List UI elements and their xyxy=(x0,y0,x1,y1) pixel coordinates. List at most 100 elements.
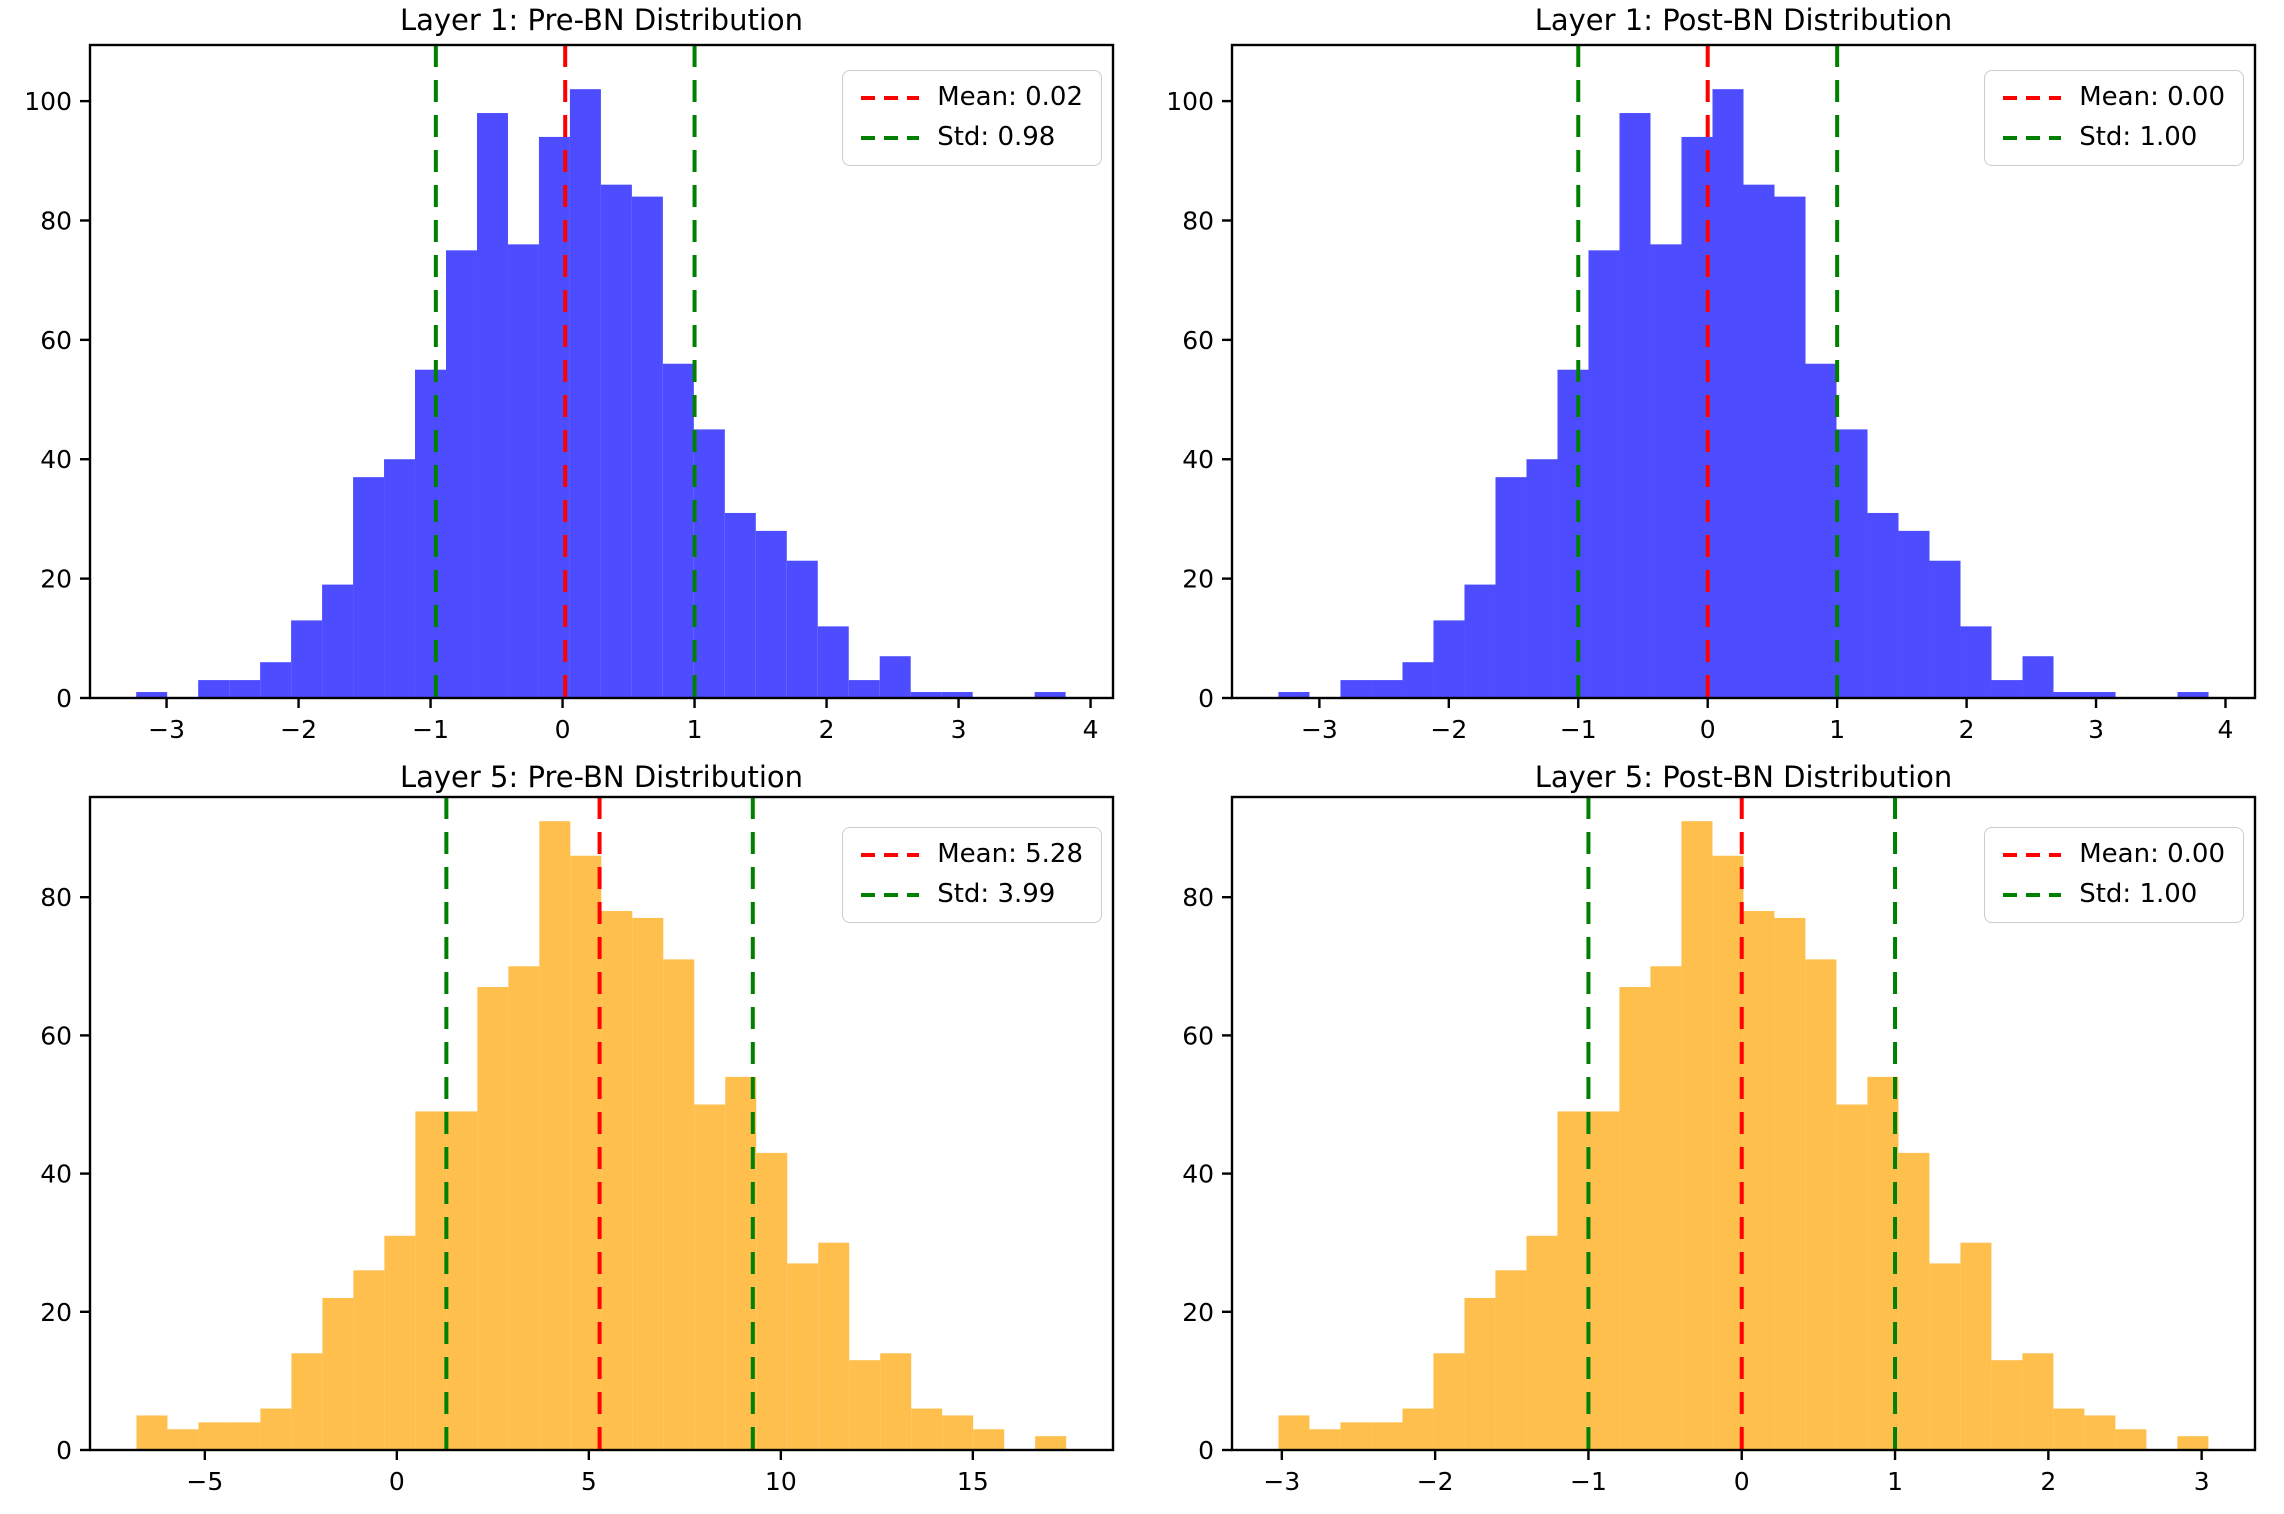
histogram-bar xyxy=(911,1408,943,1450)
histogram-bar xyxy=(569,89,601,698)
histogram-bar xyxy=(198,1422,230,1450)
plot-title: Layer 1: Post-BN Distribution xyxy=(1534,3,1953,37)
y-tick-label: 20 xyxy=(1182,1298,1214,1327)
plot-frame xyxy=(1230,795,2257,1452)
x-tick-label: −2 xyxy=(280,715,317,744)
x-tick-label: 0 xyxy=(1734,1467,1750,1496)
x-tick-label: 0 xyxy=(555,715,571,744)
histogram-bar xyxy=(1867,512,1899,698)
histogram-bar xyxy=(477,987,509,1450)
histogram-bar xyxy=(229,680,261,698)
histogram-bar xyxy=(848,680,880,698)
y-tick-label: 100 xyxy=(1166,87,1214,116)
subplot-layer5-post: −3 −2 −1 0 1 2 3 0 20 40 60 80 Layer 5: Post-BN Dis… xyxy=(1142,757,2284,1514)
legend-entry-mean: Mean: 0.00 xyxy=(2003,839,2225,870)
histogram-bar xyxy=(1991,680,2023,698)
y-tick-label: 60 xyxy=(1182,326,1214,355)
histogram-bar xyxy=(353,1270,385,1450)
legend-entry-std: Std: 1.00 xyxy=(2003,122,2225,153)
x-tick-label: 5 xyxy=(581,1467,597,1496)
histogram-bar xyxy=(2115,1429,2147,1450)
y-tick-label: 20 xyxy=(40,1298,72,1327)
y-tick-label: 40 xyxy=(40,445,72,474)
y-tick-label: 40 xyxy=(1182,1160,1214,1189)
histogram-bar xyxy=(322,584,354,698)
histogram-bar xyxy=(787,1263,819,1450)
legend-std-label: Std: 0.98 xyxy=(937,121,1056,152)
plot-frame xyxy=(88,43,1115,700)
histogram-bar xyxy=(694,1104,726,1450)
subplot-layer1-post: −3 −2 −1 0 1 2 3 4 0 20 40 60 80 100 Layer 1: Post-BN… xyxy=(1142,0,2284,757)
histogram-bar xyxy=(600,184,632,699)
histogram-bar xyxy=(1650,244,1682,698)
x-tick-label: −1 xyxy=(1570,1467,1607,1496)
histogram-bar xyxy=(384,459,416,698)
legend-box: Mean: 0.02 Std: 0.98 xyxy=(842,70,1102,166)
histogram-bar xyxy=(1619,113,1651,698)
histogram-bar xyxy=(198,680,230,698)
x-tick-label: −2 xyxy=(1417,1467,1454,1496)
histogram-bar xyxy=(1495,477,1527,698)
y-tick-label: 0 xyxy=(1198,1436,1214,1465)
legend-entry-mean: Mean: 0.02 xyxy=(861,82,1083,113)
x-tick-label: −1 xyxy=(412,715,449,744)
histogram-bar xyxy=(1278,1415,1310,1450)
y-tick-label: 0 xyxy=(1198,684,1214,713)
y-tick-label: 0 xyxy=(56,1436,72,1465)
legend-entry-std: Std: 1.00 xyxy=(2003,878,2225,910)
histogram-bar xyxy=(1898,530,1930,698)
histogram-bar xyxy=(1526,459,1558,698)
histogram-bar xyxy=(2022,1353,2054,1450)
std-dash-icon xyxy=(2003,892,2062,898)
histogram-bar xyxy=(353,477,385,698)
histogram-bar xyxy=(1929,560,1961,698)
histogram-bar xyxy=(1681,821,1713,1450)
std-dash-icon xyxy=(2003,135,2062,141)
histogram-bar xyxy=(260,1408,292,1450)
histogram-bar xyxy=(1774,196,1806,698)
y-tick-label: 80 xyxy=(40,883,72,912)
histogram-bar xyxy=(631,196,663,698)
x-tick-label: −3 xyxy=(1301,715,1338,744)
histogram-bar xyxy=(1557,369,1589,698)
histogram-bar xyxy=(1991,1360,2023,1450)
plot-title: Layer 5: Post-BN Distribution xyxy=(1534,760,1953,794)
mean-dash-icon xyxy=(2003,852,2062,858)
histogram-bar xyxy=(570,855,602,1450)
legend-std-label: Std: 1.00 xyxy=(2079,878,2198,909)
legend-entry-std: Std: 3.99 xyxy=(861,879,1083,910)
y-tick-label: 40 xyxy=(40,1160,72,1189)
histogram-bar xyxy=(1836,429,1868,698)
histogram-bar xyxy=(446,1111,478,1450)
histogram-bar xyxy=(2022,656,2054,698)
histogram-bar xyxy=(1588,250,1620,698)
histogram-bar xyxy=(539,821,571,1450)
histogram-bar xyxy=(1464,1297,1496,1450)
histogram-bar xyxy=(942,1415,974,1450)
histogram-bar xyxy=(384,1235,416,1450)
histogram-bar xyxy=(879,656,911,698)
histogram-bar xyxy=(291,620,323,698)
histogram-bar xyxy=(1433,1353,1465,1450)
histogram-bar xyxy=(1619,987,1651,1450)
x-tick-label: 3 xyxy=(951,715,967,744)
histogram-bar xyxy=(322,1297,354,1450)
histogram-bar xyxy=(632,917,664,1450)
histogram-bar xyxy=(2084,1415,2116,1450)
x-tick-label: 1 xyxy=(687,715,703,744)
x-tick-label: 0 xyxy=(1700,715,1716,744)
x-tick-label: 2 xyxy=(819,715,835,744)
histogram-bar xyxy=(2177,1436,2209,1450)
plot-frame xyxy=(1230,43,2257,700)
x-tick-label: 2 xyxy=(2040,1467,2056,1496)
std-dash-icon xyxy=(861,135,920,141)
histogram-canvas-layer5-post: −3 −2 −1 0 1 2 3 0 20 40 60 80 xyxy=(1182,795,2257,1496)
histogram-bar xyxy=(508,966,540,1450)
histogram-bar xyxy=(167,1429,199,1450)
histogram-bar xyxy=(1402,1408,1434,1450)
histogram-bar xyxy=(1805,363,1837,698)
y-tick-label: 20 xyxy=(1182,565,1214,594)
